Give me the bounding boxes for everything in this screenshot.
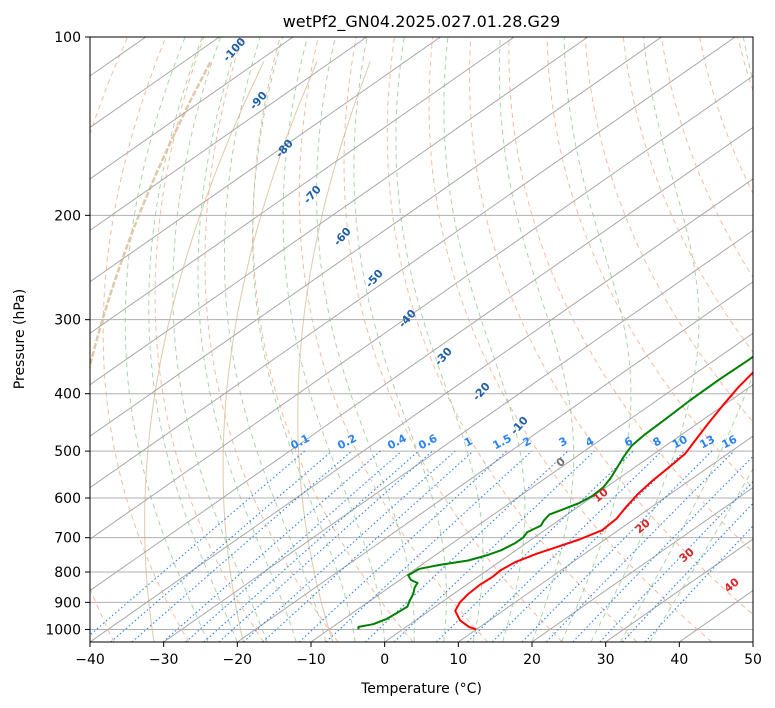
x-tick-label: −30: [149, 652, 179, 668]
isotherm-line: [90, 178, 753, 642]
isotherm-line: [237, 281, 753, 642]
plot-frame: [89, 36, 754, 643]
moist-adiabat: [649, 468, 753, 642]
y-tick-label: 700: [54, 531, 81, 547]
dry-adiabat: [154, 37, 264, 642]
mixing-ratio-label: 10: [670, 433, 690, 452]
moist-adiabat: [148, 37, 238, 642]
pressure-gridlines: [90, 37, 753, 630]
moist-adiabat: [590, 37, 700, 642]
dry-adiabat: [90, 37, 129, 642]
x-tick-label: −10: [296, 652, 326, 668]
isotherm-line: [384, 384, 753, 642]
isotherm-line: [90, 37, 515, 334]
moist-adiabat: [395, 37, 484, 642]
dry-adiabat: [252, 37, 414, 642]
mixing-ratio-line: [545, 450, 735, 642]
x-tick-label: 40: [670, 652, 688, 668]
dry-adiabat: [298, 37, 488, 642]
x-tick-label: −40: [75, 652, 105, 668]
x-tick-label: 0: [380, 652, 389, 668]
mixing-ratio-line: [131, 450, 353, 642]
mixing-ratio-line: [393, 450, 595, 642]
mixing-ratio-label: 16: [720, 433, 740, 452]
x-tick-label: 10: [449, 652, 467, 668]
mixing-ratio-line: [325, 450, 532, 642]
moist-adiabat: [124, 37, 209, 642]
moist-adiabat: [172, 37, 268, 642]
mixing-ratio-line: [467, 450, 663, 642]
isotherm-line: [163, 229, 753, 642]
background-curve: [297, 61, 371, 642]
isotherm-line: [90, 37, 368, 231]
x-tick-label: 50: [744, 652, 762, 668]
x-tick-label: 30: [597, 652, 615, 668]
mixing-ratio-line: [572, 455, 753, 642]
moist-adiabat: [252, 37, 356, 642]
temperature-line: [454, 371, 753, 631]
axis-ticks: −40 −30 −20 −10 0 10 20 30 40 50 1000 900 800 700 600 5…: [45, 30, 762, 668]
dry-adiabat: [508, 37, 753, 553]
moist-adiabat: [498, 37, 575, 642]
mixing-ratio-line: [491, 450, 685, 642]
mixing-ratio-line: [521, 450, 713, 642]
isotherm-line: [90, 37, 441, 283]
moist-adiabat: [353, 37, 447, 642]
moist-adiabat: [443, 37, 526, 642]
y-tick-label: 500: [54, 444, 81, 460]
chart-title: wetPf2_GN04.2025.027.01.28.G29: [283, 12, 561, 32]
background-curve: [222, 61, 318, 642]
y-tick-label: 200: [54, 208, 81, 224]
moist-adiabat: [619, 37, 753, 642]
isotherm-line: [310, 332, 753, 642]
y-tick-label: 1000: [45, 622, 81, 638]
mixing-ratio-line: [203, 450, 419, 642]
skewed-isotherms: [90, 37, 753, 642]
isotherm-line: [90, 37, 736, 489]
y-axis-title: Pressure (hPa): [12, 289, 28, 389]
dry-adiabat: [343, 37, 563, 642]
isotherm-line: [90, 37, 589, 386]
mixing-ratio-line: [599, 480, 753, 642]
background-curves: [90, 37, 753, 642]
mixing-ratio-line: [243, 450, 456, 642]
isotherm-line: [605, 538, 753, 642]
moist-adiabat: [223, 37, 327, 642]
mixing-ratio-line: [90, 450, 306, 636]
mixing-ratio-line: [621, 502, 753, 642]
mixing-ratio-label: 13: [697, 433, 717, 452]
y-tick-label: 600: [54, 491, 81, 507]
dewpoint-line: [357, 355, 753, 630]
y-tick-label: 400: [54, 387, 81, 403]
isotherm-line: [90, 37, 662, 437]
y-tick-label: 100: [54, 30, 81, 46]
isotherm-line: [90, 126, 753, 592]
mixing-ratio-line: [218, 450, 433, 642]
isotherm-line: [90, 75, 753, 540]
mixing-ratio-lines: [90, 450, 753, 642]
dry-adiabat: [102, 37, 190, 642]
dry-adiabat: [386, 37, 638, 642]
moist-adiabat: [197, 37, 297, 642]
y-tick-label: 900: [54, 595, 81, 611]
x-tick-label: 20: [523, 652, 541, 668]
isotherm-line: [458, 435, 753, 642]
moist-adiabat: [561, 37, 632, 642]
x-axis-title: Temperature (°C): [360, 681, 482, 697]
isotherm-line: [90, 37, 294, 180]
dry-adiabat: [468, 37, 753, 615]
y-tick-label: 800: [54, 565, 81, 581]
isotherm-line: [531, 487, 753, 642]
y-tick-label: 300: [54, 313, 81, 329]
x-tick-label: −20: [223, 652, 253, 668]
background-curve: [144, 61, 265, 642]
dry-adiabat: [204, 37, 339, 642]
profile-series: [357, 355, 753, 631]
